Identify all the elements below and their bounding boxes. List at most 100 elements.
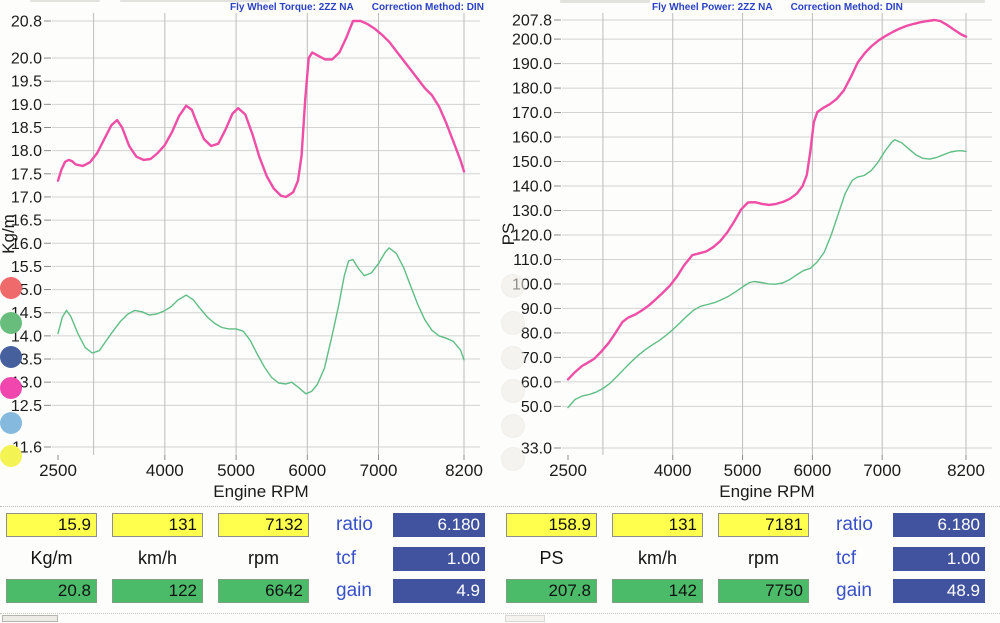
svg-text:6000: 6000 [793, 461, 831, 480]
torque-ratio-value[interactable]: 6.180 [393, 513, 485, 537]
power-peak-ps: 207.8 [506, 579, 597, 603]
torque-unit-kgm: Kg/m [30, 548, 73, 568]
power-chart-panel: Fly Wheel Power: 2ZZ NA Correction Method… [500, 0, 1000, 505]
torque-peak-rpm: 6642 [218, 579, 309, 603]
svg-text:PS: PS [500, 223, 518, 246]
svg-text:Engine RPM: Engine RPM [213, 482, 308, 501]
svg-text:170.0: 170.0 [512, 105, 552, 122]
svg-text:70.0: 70.0 [521, 350, 552, 367]
ghost-dot-2 [501, 346, 525, 370]
svg-text:8200: 8200 [445, 461, 483, 480]
svg-text:7000: 7000 [360, 461, 398, 480]
ghost-dot-4 [501, 414, 525, 438]
svg-text:16.0: 16.0 [11, 236, 42, 253]
torque-chart-header: Fly Wheel Torque: 2ZZ NA Correction Metho… [230, 2, 484, 13]
power-unit-rpm: rpm [748, 548, 779, 568]
power-peak-rpm: 7750 [718, 579, 809, 603]
run-color-dot-3[interactable] [0, 377, 22, 399]
svg-text:130.0: 130.0 [512, 203, 552, 220]
svg-text:20.0: 20.0 [11, 51, 42, 68]
power-cursor-ps: 158.9 [506, 513, 597, 537]
svg-text:18.0: 18.0 [11, 143, 42, 160]
svg-text:Engine RPM: Engine RPM [719, 482, 814, 501]
power-cursor-kmh: 131 [612, 513, 703, 537]
svg-text:150.0: 150.0 [512, 154, 552, 171]
power-correction-method: Correction Method: DIN [790, 2, 903, 13]
ghost-dot-3 [501, 379, 525, 403]
svg-text:207.8: 207.8 [512, 13, 552, 30]
torque-tcf-label: tcf [336, 548, 357, 569]
torque-cursor-kgm: 15.9 [6, 513, 97, 537]
torque-gain-label: gain [336, 580, 372, 601]
power-stats-panel: 158.9 131 7181 ratio 6.180 PS km/h rpm t… [500, 507, 1000, 614]
torque-chart-title: Fly Wheel Torque: 2ZZ NA [230, 2, 354, 13]
torque-chart-panel: Fly Wheel Torque: 2ZZ NA Correction Metho… [0, 0, 500, 505]
power-tcf-value[interactable]: 1.00 [893, 547, 985, 571]
svg-text:19.5: 19.5 [11, 74, 42, 91]
power-gain-label: gain [836, 580, 872, 601]
svg-text:2500: 2500 [549, 461, 587, 480]
run-color-dot-0[interactable] [0, 277, 22, 299]
svg-text:2500: 2500 [39, 461, 77, 480]
svg-text:190.0: 190.0 [512, 56, 552, 73]
power-gain-value[interactable]: 48.9 [893, 579, 985, 603]
svg-text:110.0: 110.0 [513, 252, 552, 269]
power-chart-title: Fly Wheel Power: 2ZZ NA [652, 2, 773, 13]
svg-text:4000: 4000 [654, 461, 692, 480]
svg-text:50.0: 50.0 [521, 399, 552, 416]
svg-text:18.5: 18.5 [11, 120, 42, 137]
power-chart[interactable]: 207.8 200.0 190.0 180.0 170.0 160.0 150.0 140.0… [500, 0, 1000, 505]
run-color-dot-2[interactable] [0, 346, 22, 368]
power-cursor-rpm: 7181 [718, 513, 809, 537]
svg-text:60.0: 60.0 [521, 374, 552, 391]
svg-text:6000: 6000 [288, 461, 326, 480]
power-peak-kmh: 142 [612, 579, 703, 603]
power-ratio-label: ratio [836, 514, 873, 535]
svg-text:140.0: 140.0 [512, 179, 552, 196]
run-color-dot-1[interactable] [0, 312, 22, 334]
svg-text:160.0: 160.0 [512, 130, 552, 147]
power-unit-ps: PS [539, 548, 564, 568]
torque-unit-rpm: rpm [248, 548, 279, 568]
torque-ratio-label: ratio [336, 514, 373, 535]
svg-text:15.5: 15.5 [11, 259, 42, 276]
torque-chart[interactable]: 20.8 20.0 19.5 19.0 18.5 18.0 17.5 17.0 16.5 16.0… [0, 0, 500, 505]
svg-text:17.5: 17.5 [11, 166, 42, 183]
svg-text:90.0: 90.0 [521, 301, 552, 318]
svg-text:14.0: 14.0 [11, 328, 42, 345]
svg-text:5000: 5000 [217, 461, 255, 480]
svg-text:120.0: 120.0 [512, 227, 552, 244]
svg-text:Kg/m: Kg/m [0, 214, 18, 254]
svg-text:16.5: 16.5 [11, 213, 42, 230]
svg-text:20.8: 20.8 [11, 14, 42, 31]
power-ratio-value[interactable]: 6.180 [893, 513, 985, 537]
torque-tcf-value[interactable]: 1.00 [393, 547, 485, 571]
ghost-dot-5 [501, 447, 525, 471]
svg-text:4000: 4000 [146, 461, 184, 480]
svg-text:17.0: 17.0 [11, 189, 42, 206]
svg-text:12.5: 12.5 [11, 398, 42, 415]
svg-text:200.0: 200.0 [512, 32, 552, 49]
svg-text:19.0: 19.0 [11, 97, 42, 114]
torque-cursor-kmh: 131 [112, 513, 203, 537]
power-tcf-label: tcf [836, 548, 857, 569]
charts-row: Fly Wheel Torque: 2ZZ NA Correction Metho… [0, 0, 1000, 505]
torque-gain-value[interactable]: 4.9 [393, 579, 485, 603]
torque-stats-panel: 15.9 131 7132 ratio 6.180 Kg/m km/h rpm … [0, 507, 500, 614]
svg-text:7000: 7000 [863, 461, 901, 480]
svg-text:8200: 8200 [947, 461, 985, 480]
ghost-dot-1 [501, 311, 525, 335]
svg-text:80.0: 80.0 [521, 325, 552, 342]
torque-peak-kmh: 122 [112, 579, 203, 603]
power-unit-kmh: km/h [637, 548, 677, 568]
torque-cursor-rpm: 7132 [218, 513, 309, 537]
run-color-dot-5[interactable] [0, 445, 22, 467]
power-chart-header: Fly Wheel Power: 2ZZ NA Correction Method… [652, 2, 903, 13]
svg-text:33.0: 33.0 [521, 441, 552, 458]
torque-unit-kmh: km/h [137, 548, 177, 568]
run-color-dot-4[interactable] [0, 412, 22, 434]
svg-text:5000: 5000 [724, 461, 762, 480]
svg-text:180.0: 180.0 [512, 81, 552, 98]
torque-peak-kgm: 20.8 [6, 579, 97, 603]
ghost-dot-0 [501, 274, 525, 298]
